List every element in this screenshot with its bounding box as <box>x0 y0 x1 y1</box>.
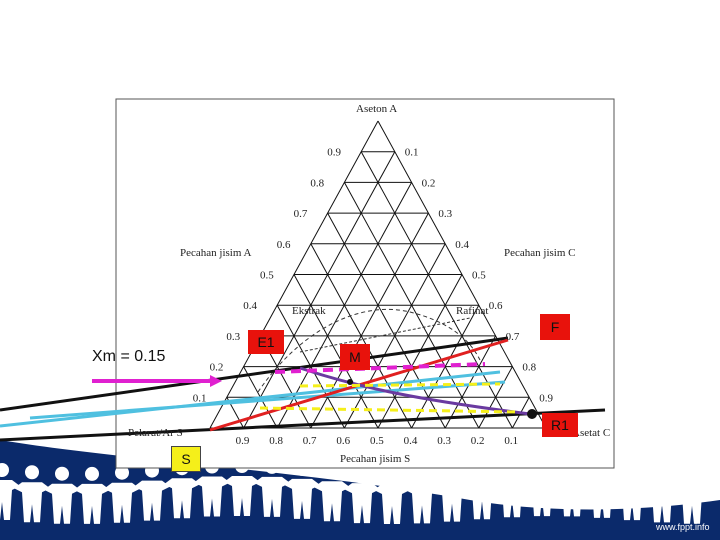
person-head <box>115 465 129 480</box>
bottom-left-corner-label: Pelarut/Ar S <box>128 427 183 439</box>
bottom-tick-label: 0.2 <box>471 435 485 447</box>
xm-label: Xm = 0.15 <box>92 348 166 365</box>
grid-line-left <box>327 212 446 429</box>
point-r1 <box>527 409 537 419</box>
right-tick-label: 0.3 <box>438 208 452 220</box>
right-tick-label: 0.4 <box>455 239 469 251</box>
person-head <box>655 465 669 480</box>
raffinate-label: Rafinat <box>456 305 488 317</box>
black-line-lower <box>0 408 606 442</box>
bottom-tick-label: 0.4 <box>404 435 418 447</box>
person-body <box>374 483 410 524</box>
right-tick-label: 0.9 <box>539 392 553 404</box>
person-body <box>194 476 230 517</box>
yellow-dashed-2 <box>259 406 521 414</box>
left-tick-label: 0.2 <box>210 362 224 374</box>
person-body <box>104 482 140 523</box>
r1-label: R1 <box>542 413 578 437</box>
person-body <box>284 478 320 519</box>
yellow-dashed-1 <box>299 382 501 388</box>
person-body <box>164 478 200 519</box>
person-body <box>254 476 290 517</box>
bottom-tick-label: 0.3 <box>437 435 451 447</box>
person-head <box>385 466 399 481</box>
person-body <box>674 483 710 524</box>
right-side-label: Pecahan jisim C <box>504 247 576 259</box>
bottom-tick-label: 0.9 <box>236 435 250 447</box>
purple-line <box>299 366 531 416</box>
person-body <box>464 479 500 520</box>
bottom-right-corner-label: Asetat C <box>572 427 610 439</box>
left-tick-label: 0.5 <box>260 270 274 282</box>
left-tick-label: 0.9 <box>327 147 341 159</box>
person-body <box>554 476 590 517</box>
right-tick-label: 0.2 <box>422 177 436 189</box>
person-head <box>55 466 69 481</box>
tie-line-1 <box>299 317 471 353</box>
person-body <box>494 477 530 518</box>
left-tick-label: 0.8 <box>310 177 324 189</box>
bottom-tick-label: 0.8 <box>269 435 283 447</box>
person-body <box>614 480 650 521</box>
magenta-arrow-head <box>210 375 222 387</box>
person-body <box>524 476 560 517</box>
f-label: F <box>540 314 570 340</box>
grid-line-right <box>243 151 396 429</box>
right-tick-label: 0.6 <box>489 300 503 312</box>
person-body <box>344 483 380 524</box>
bottom-tick-label: 0.7 <box>303 435 317 447</box>
person-body <box>44 483 80 524</box>
left-tick-label: 0.7 <box>294 208 308 220</box>
apex-label: Aseton A <box>356 103 397 115</box>
person-body <box>314 481 350 522</box>
magenta-dashed-line <box>274 362 486 374</box>
ternary-grid <box>209 120 547 429</box>
right-tick-label: 0.8 <box>522 362 536 374</box>
e1-label: E1 <box>248 330 284 354</box>
person-body <box>434 481 470 522</box>
bottom-tick-label: 0.5 <box>370 435 384 447</box>
cyan-line-2 <box>29 380 506 420</box>
person-head <box>625 463 639 478</box>
person-body <box>644 482 680 523</box>
grid-line-right <box>444 335 497 429</box>
person-body <box>134 480 170 521</box>
binodal-curve <box>257 308 481 393</box>
bottom-tick-label: 0.1 <box>504 435 518 447</box>
m-label: M <box>340 344 370 370</box>
person-body <box>14 482 50 523</box>
person-head <box>25 465 39 480</box>
tick-labels: 0.9 0.8 0.7 0.6 0.5 0.4 0.3 0.2 0.1 0.1 0.2 0.3 0.4 0… <box>193 147 554 447</box>
left-tick-label: 0.1 <box>193 392 207 404</box>
bottom-axis-label: Pecahan jisim S <box>340 453 410 465</box>
left-tick-label: 0.6 <box>277 239 291 251</box>
person-body <box>584 477 620 518</box>
person-body <box>74 483 110 524</box>
grid-line-right <box>276 182 413 429</box>
person-head <box>685 466 699 481</box>
right-tick-label: 0.7 <box>506 331 520 343</box>
person-head <box>355 466 369 481</box>
grid-line-left <box>293 274 379 429</box>
left-tick-label: 0.4 <box>243 300 257 312</box>
footer-brand: www.fppt.info <box>656 522 710 532</box>
extract-label: Ekstrak <box>292 305 326 317</box>
person-body <box>224 476 260 517</box>
s-label: S <box>171 446 201 472</box>
black-line-upper <box>0 336 509 412</box>
right-tick-label: 0.5 <box>472 270 486 282</box>
person-head <box>0 463 9 477</box>
person-head <box>85 466 99 481</box>
bottom-tick-label: 0.6 <box>336 435 350 447</box>
point-m <box>347 379 353 385</box>
person-body <box>0 480 20 520</box>
cyan-line-1 <box>0 370 501 428</box>
person-head <box>415 466 429 481</box>
left-side-label: Pecahan jisim A <box>180 247 252 259</box>
right-tick-label: 0.1 <box>405 147 419 159</box>
left-tick-label: 0.3 <box>226 331 240 343</box>
person-body <box>404 483 440 524</box>
